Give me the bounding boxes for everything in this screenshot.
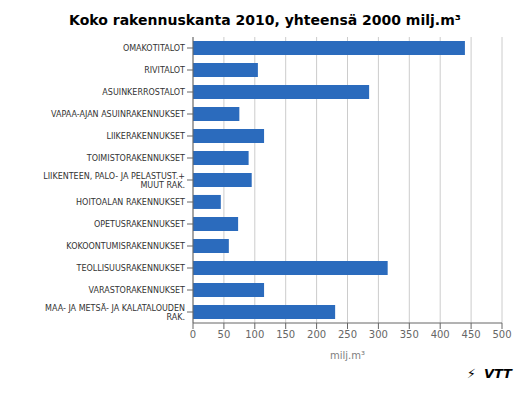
svg-text:150: 150 xyxy=(276,329,295,340)
svg-text:500: 500 xyxy=(492,329,511,340)
html-text:Koko rakennuskanta 2010, yhtee: Koko rakennuskanta 2010, yhteensä 2000 m… xyxy=(69,12,461,28)
svg-text:50: 50 xyxy=(218,329,231,340)
svg-text:LIIKERAKENNUKSET: LIIKERAKENNUKSET xyxy=(106,132,185,141)
svg-text:450: 450 xyxy=(462,329,481,340)
svg-text:OMAKOTITALOT: OMAKOTITALOT xyxy=(123,44,185,53)
svg-text:MAA- JA METSÄ- JA KALATALOUDEN: MAA- JA METSÄ- JA KALATALOUDENRAK. xyxy=(45,302,185,321)
svg-text:400: 400 xyxy=(431,329,450,340)
svg-text:HOITOALAN RAKENNUKSET: HOITOALAN RAKENNUKSET xyxy=(76,198,185,207)
svg-text:TOIMISTORAKENNUKSET: TOIMISTORAKENNUKSET xyxy=(86,154,185,163)
svg-text:TEOLLISUUSRAKENNUKSET: TEOLLISUUSRAKENNUKSET xyxy=(76,264,186,273)
svg-text:100: 100 xyxy=(245,329,264,340)
svg-text:200: 200 xyxy=(307,329,326,340)
svg-text:LIIKENTEEN, PALO- JA PELASTUST: LIIKENTEEN, PALO- JA PELASTUST.+MUUT RAK… xyxy=(43,171,185,189)
html-text:VTT: VTT xyxy=(483,366,512,381)
svg-text:RIVITALOT: RIVITALOT xyxy=(144,66,185,75)
svg-text:VARASTORAKENNUKSET: VARASTORAKENNUKSET xyxy=(89,286,186,295)
svg-text:300: 300 xyxy=(369,329,388,340)
svg-text:milj.m³: milj.m³ xyxy=(330,350,365,361)
svg-text:KOKOONTUMISRAKENNUKSET: KOKOONTUMISRAKENNUKSET xyxy=(66,242,185,251)
svg-text:350: 350 xyxy=(400,329,419,340)
svg-text:250: 250 xyxy=(338,329,357,340)
svg-text:OPETUSRAKENNUKSET: OPETUSRAKENNUKSET xyxy=(94,220,185,229)
svg-text:0: 0 xyxy=(190,329,196,340)
svg-text:VAPAA-AJAN ASUINRAKENNUKSET: VAPAA-AJAN ASUINRAKENNUKSET xyxy=(51,110,185,119)
svg-text:ASUINKERROSTALOT: ASUINKERROSTALOT xyxy=(102,88,185,97)
